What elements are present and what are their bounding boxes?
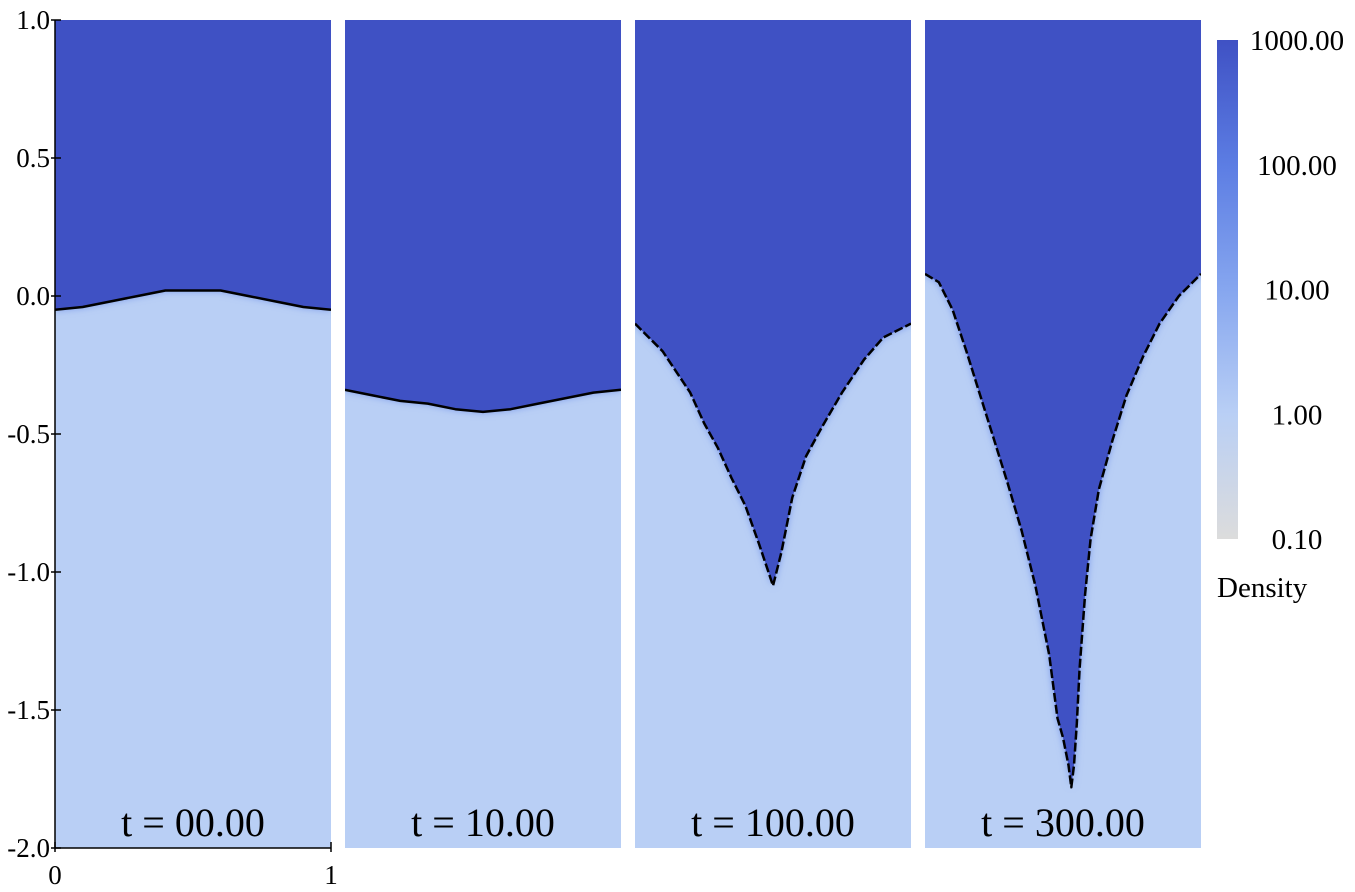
heavy-fluid-region	[925, 20, 1201, 788]
time-label: t = 10.00	[411, 800, 555, 845]
axes-layer: 1.0 0.5 0.0 -0.5 -1.0 -1.5 -2.00 1	[7, 5, 338, 890]
y-tick-label: -2.0	[7, 833, 50, 863]
y-tick-label: -0.5	[7, 419, 50, 449]
density-panel: t = 100.00	[635, 20, 911, 848]
heavy-fluid-region	[55, 20, 331, 310]
interface-contour	[55, 289, 331, 312]
time-label: t = 300.00	[981, 800, 1145, 845]
interface-contour	[345, 388, 621, 414]
heavy-fluid-region	[345, 20, 621, 412]
y-tick-label: 0.0	[16, 281, 50, 311]
colorbar-tick-label: 10.00	[1264, 275, 1329, 307]
time-label: t = 100.00	[691, 800, 855, 845]
density-panel: t = 10.00	[345, 20, 621, 848]
colorbar-tick-label: 1.00	[1272, 399, 1323, 431]
heavy-fluid-region	[635, 20, 911, 586]
interface-contour	[635, 322, 911, 588]
y-tick-label: 1.0	[16, 5, 50, 35]
y-tick-label: 0.5	[16, 143, 50, 173]
colorbar-tick-label: 0.10	[1272, 524, 1323, 556]
x-tick-label: 0	[48, 860, 62, 887]
panels-layer: t = 00.00 t = 10.00 t = 100.00 t = 300.00	[55, 20, 1201, 848]
density-panel: t = 00.00	[55, 20, 331, 848]
y-tick-label: -1.0	[7, 557, 50, 587]
colorbar	[1217, 40, 1238, 539]
interface-contour	[925, 272, 1201, 789]
time-label: t = 00.00	[121, 800, 265, 845]
colorbar-label: Density	[1217, 572, 1308, 604]
density-panel: t = 300.00	[925, 20, 1201, 848]
y-tick-label: -1.5	[7, 695, 50, 725]
colorbar-tick-label: 1000.00	[1250, 25, 1344, 57]
colorbar-tick-label: 100.00	[1257, 150, 1337, 182]
x-tick-label: 1	[324, 860, 338, 887]
colorbar-layer: 1000.00 100.00 10.00 1.00 0.10 Density	[1217, 25, 1344, 604]
